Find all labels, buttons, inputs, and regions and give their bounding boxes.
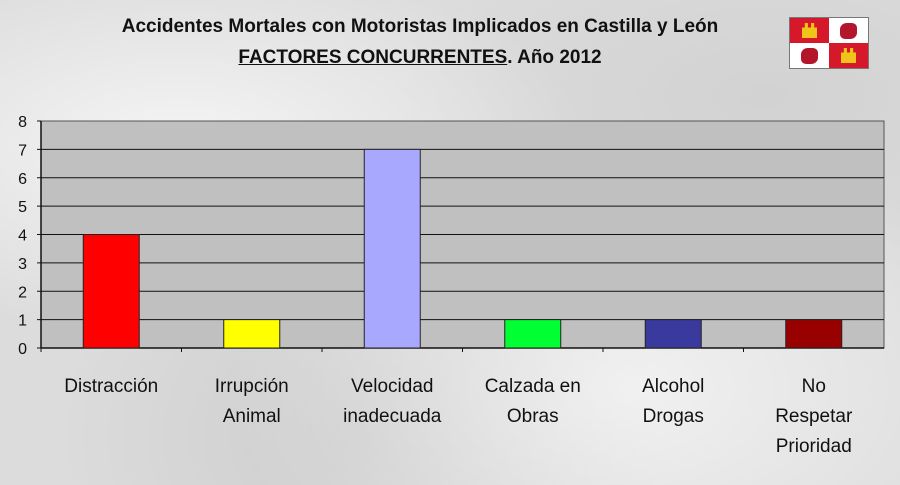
bar — [363, 148, 421, 349]
chart-title-line2: FACTORES CONCURRENTES. Año 2012 — [0, 47, 840, 69]
chart-title-line1: Accidentes Mortales con Motoristas Impli… — [121, 16, 719, 37]
x-tick-label: Distracción — [64, 376, 159, 397]
x-tick-label: Velocidad inadecuada — [343, 376, 442, 427]
y-tick-label: 0 — [18, 341, 27, 358]
y-tick-label: 7 — [18, 142, 27, 159]
bar — [82, 234, 140, 349]
y-tick-label: 8 — [18, 114, 27, 131]
chart-title-year: . Año 2012 — [507, 47, 602, 68]
y-tick-label: 5 — [18, 199, 27, 216]
y-tick-label: 6 — [18, 171, 27, 188]
chart-title-emphasis: FACTORES CONCURRENTES — [238, 47, 508, 68]
bar — [644, 319, 702, 349]
castilla-leon-flag-icon — [789, 17, 869, 69]
y-tick-label: 3 — [18, 256, 27, 273]
x-tick-label: Alcohol Drogas — [642, 376, 705, 427]
x-tick-label: Calzada en Obras — [484, 376, 581, 427]
x-tick-label: No Respetar Prioridad — [775, 376, 853, 457]
x-tick-label: Irrupción Animal — [214, 376, 289, 427]
y-tick-label: 4 — [18, 228, 27, 245]
bar — [785, 319, 843, 349]
y-tick-label: 1 — [18, 313, 27, 330]
bar — [504, 319, 562, 349]
y-tick-label: 2 — [18, 284, 27, 301]
bar — [223, 319, 281, 349]
